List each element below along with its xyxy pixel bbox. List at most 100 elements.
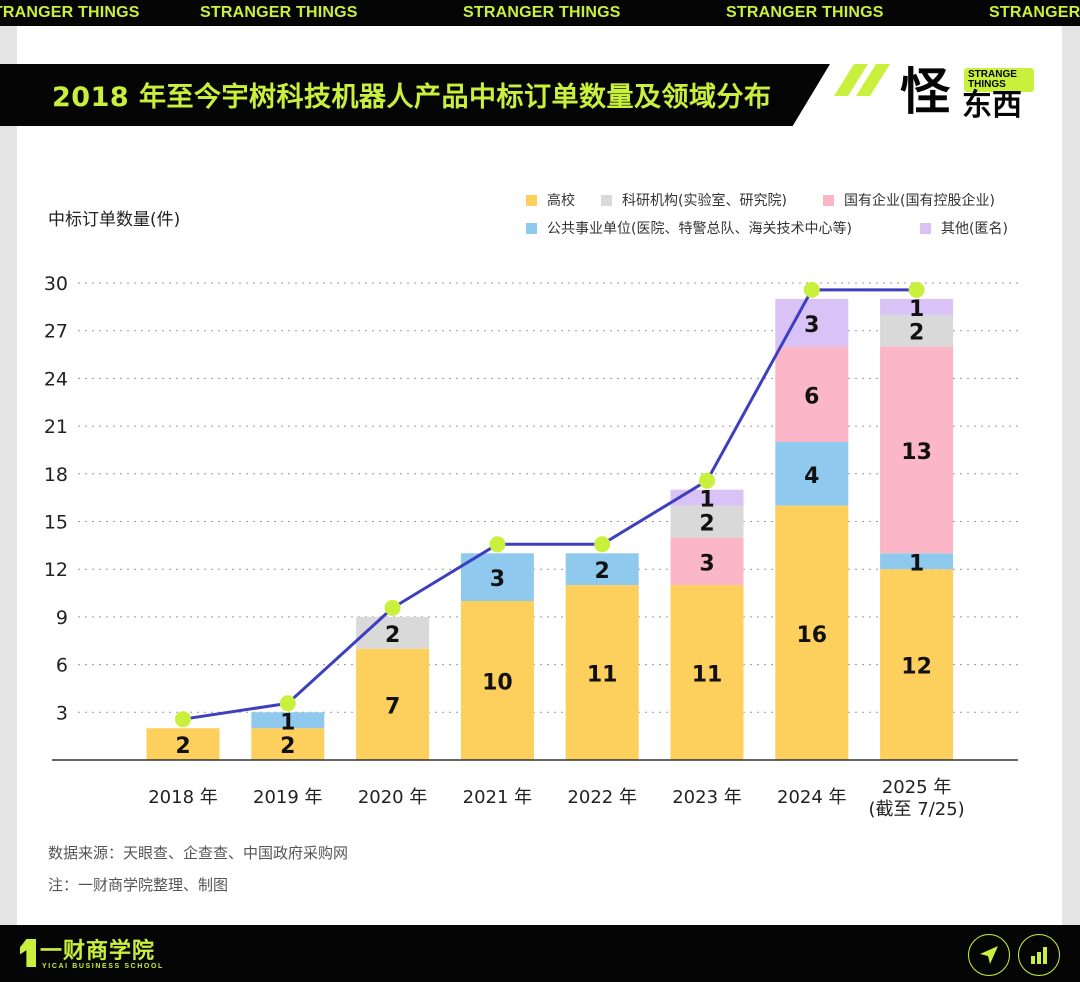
total-marker — [908, 281, 925, 298]
bar-segment — [775, 442, 849, 506]
data-label: 1 — [280, 710, 295, 735]
legend-label: 高校 — [547, 193, 575, 209]
data-label: 4 — [804, 464, 819, 489]
x-tick-label: 2021 年 — [463, 787, 533, 808]
x-tick-label: 2024 年 — [777, 787, 847, 808]
y-tick-label: 21 — [44, 416, 68, 438]
bar-segment — [146, 728, 220, 760]
ticker-text: STRANGER THINGS — [989, 4, 1080, 21]
bar-segment — [670, 585, 744, 760]
y-tick-label: 3 — [56, 702, 68, 724]
legend-swatch — [920, 222, 931, 234]
legend-swatch — [601, 194, 612, 206]
legend-label: 公共事业单位(医院、特警总队、海关技术中心等) — [547, 221, 852, 237]
data-label: 2 — [175, 734, 190, 759]
ticker-text: STRANGER THINGS — [463, 4, 621, 21]
ticker-text: STRANGER THINGS — [200, 4, 358, 21]
data-label: 10 — [482, 671, 513, 696]
data-label: 16 — [796, 623, 827, 648]
legend-label: 国有企业(国有控股企业) — [844, 193, 995, 209]
share-button[interactable] — [968, 934, 1010, 976]
legend-label: 其他(匿名) — [941, 221, 1008, 237]
logo-tag: STRANGE THINGS — [964, 68, 1034, 92]
logo-sub: 东西 — [962, 88, 1022, 123]
y-tick-label: 18 — [44, 464, 68, 486]
bar-segment — [880, 553, 954, 570]
bar-segment — [775, 298, 849, 347]
legend-item-public: 公共事业单位(医院、特警总队、海关技术中心等) — [526, 218, 852, 238]
title-band — [0, 64, 830, 126]
data-label: 12 — [901, 655, 932, 680]
y-tick-label: 12 — [44, 559, 68, 581]
bar-segment — [775, 346, 849, 442]
bar-segment — [565, 585, 639, 760]
brand-name-en: YICAI BUSINESS SCHOOL — [42, 963, 164, 970]
bar-chart-icon — [1031, 947, 1047, 964]
y-tick-label: 9 — [56, 607, 68, 629]
total-marker — [279, 695, 296, 712]
page-title: 2018 年至今宇树科技机器人产品中标订单数量及领域分布 — [52, 82, 772, 113]
data-label: 3 — [490, 567, 505, 592]
y-tick-label: 6 — [56, 655, 68, 677]
bar-segment — [880, 569, 954, 760]
data-label: 2 — [385, 623, 400, 648]
legend-item-soe: 国有企业(国有控股企业) — [823, 190, 995, 210]
data-label: 3 — [804, 313, 819, 338]
data-label: 2 — [909, 321, 924, 346]
bar-segment — [356, 616, 430, 649]
legend-swatch — [823, 194, 834, 206]
ticker-bar: STRANGER THINGS STRANGER THINGS STRANGER… — [0, 0, 1080, 26]
y-tick-label: 15 — [44, 512, 68, 534]
ticker-text: STRANGER THINGS — [726, 4, 884, 21]
data-label: 1 — [699, 488, 714, 513]
total-marker — [594, 536, 611, 553]
y-tick-label: 24 — [44, 368, 68, 390]
total-line — [182, 288, 917, 721]
bar-segment — [670, 489, 744, 506]
bar-segment — [880, 298, 954, 315]
legend-item-research: 科研机构(实验室、研究院) — [601, 190, 787, 210]
bar-segment — [460, 553, 534, 601]
legend-item-other: 其他(匿名) — [920, 218, 1008, 238]
stranger-things-logo: 怪 STRANGE THINGS 东西 — [900, 63, 1040, 126]
data-label: 2 — [595, 559, 610, 584]
data-label: 3 — [699, 551, 714, 576]
y-tick-label: 27 — [44, 321, 68, 343]
legend-swatch — [526, 222, 537, 234]
y-axis-label: 中标订单数量(件) — [48, 210, 181, 230]
x-tick-label: 2019 年 — [253, 787, 323, 808]
total-marker — [803, 281, 820, 298]
logo-main-char: 怪 — [900, 63, 950, 121]
bar-segment — [880, 314, 954, 347]
legend-item-university: 高校 — [526, 190, 575, 210]
bar-segment — [565, 553, 639, 586]
legend-swatch — [526, 194, 537, 206]
data-label: 2 — [699, 512, 714, 537]
x-tick-label: 2018 年 — [148, 787, 218, 808]
bar-segment — [775, 505, 849, 760]
bar-segment — [670, 505, 744, 538]
bar-segment — [251, 728, 325, 760]
navigation-arrow-icon — [980, 946, 998, 964]
chart-button[interactable] — [1018, 934, 1060, 976]
total-marker — [699, 472, 715, 489]
legend-label: 科研机构(实验室、研究院) — [622, 193, 787, 209]
total-marker — [384, 599, 401, 616]
total-marker — [175, 711, 191, 728]
brand-name-cn: 一财商学院 — [40, 939, 156, 964]
y-tick-label: 30 — [44, 273, 68, 295]
data-label: 7 — [385, 694, 400, 719]
bar-segment — [670, 537, 744, 586]
bottom-bar — [0, 925, 1080, 982]
x-tick-label: 2020 年 — [358, 787, 428, 808]
bar-segment — [356, 648, 430, 760]
data-label: 1 — [909, 297, 924, 322]
data-label: 13 — [901, 440, 932, 465]
bar-segment — [251, 712, 325, 729]
data-label: 11 — [692, 663, 723, 688]
data-source: 数据来源：天眼查、企查查、中国政府采购网 — [48, 844, 349, 862]
ticker-text: STRANGER THINGS — [0, 4, 140, 21]
footnote: 注：一财商学院整理、制图 — [48, 876, 229, 894]
x-tick-label: (截至 7/25) — [869, 799, 965, 820]
